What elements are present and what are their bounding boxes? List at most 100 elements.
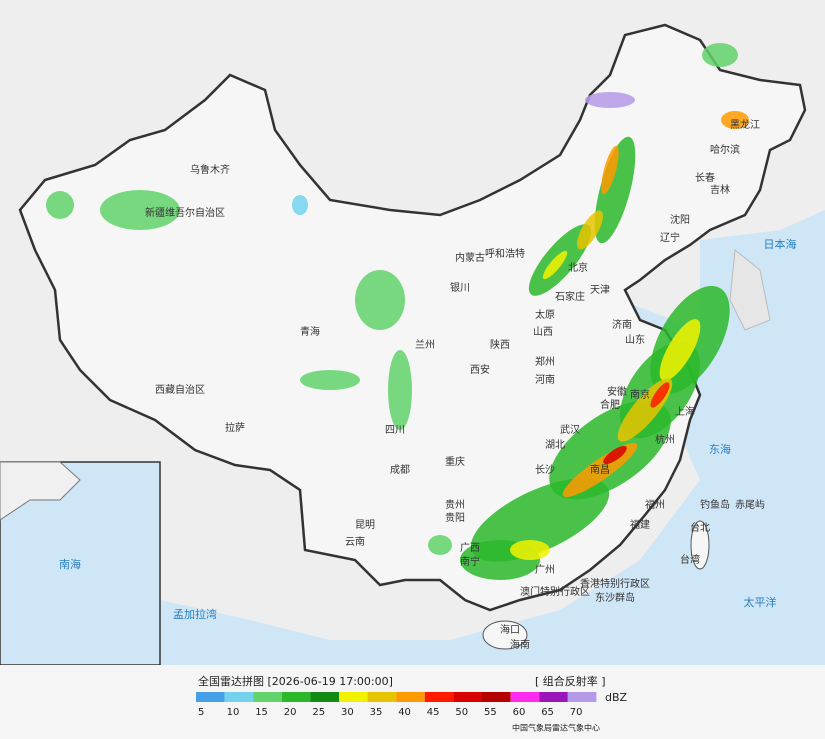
swatch [539, 692, 568, 702]
level-label: 55 [484, 707, 497, 718]
place-label: 太平洋 [744, 595, 777, 609]
place-label: 湖北 [545, 439, 565, 451]
place-label: 哈尔滨 [710, 143, 740, 156]
place-label: 南昌 [590, 463, 610, 476]
level-label: 5 [198, 707, 204, 718]
place-label: 新疆维吾尔自治区 [145, 206, 225, 219]
level-label: 70 [570, 707, 583, 718]
place-label: 澳门特别行政区 [520, 585, 590, 598]
place-label: 台北 [690, 521, 710, 534]
echo [542, 250, 568, 280]
swatch [567, 692, 597, 702]
level-label: 15 [255, 707, 268, 718]
place-label: 银川 [450, 281, 470, 294]
place-label: 黑龙江 [730, 118, 760, 131]
place-label: 赤尾屿 [735, 499, 765, 511]
place-label: 内蒙古 [455, 251, 485, 264]
place-label: 天津 [590, 284, 610, 296]
echo [603, 445, 627, 465]
place-label: 昆明 [355, 519, 375, 531]
place-label: 郑州 [535, 355, 555, 368]
level-label: 20 [284, 707, 297, 718]
place-label: 钓鱼岛 [700, 498, 730, 511]
level-label: 60 [513, 707, 526, 718]
place-label: 重庆 [445, 455, 465, 468]
place-label: 上海 [675, 405, 695, 418]
place-label: 呼和浩特 [485, 248, 525, 260]
echo [388, 350, 412, 430]
place-label: 成都 [390, 464, 410, 476]
level-label: 35 [370, 707, 383, 718]
place-label: 沈阳 [670, 213, 690, 226]
swatch [224, 692, 254, 702]
echo [100, 190, 180, 230]
level-label: 50 [455, 707, 468, 718]
place-label: 山西 [533, 326, 553, 338]
place-label: 海口 [500, 623, 520, 636]
place-label: 济南 [612, 318, 632, 331]
place-label: 太原 [535, 308, 555, 321]
place-label: 四川 [385, 425, 405, 436]
place-label: 拉萨 [225, 421, 245, 434]
radar-echoes [46, 43, 749, 580]
place-label: 北京 [568, 261, 588, 274]
place-label: 长春 [695, 172, 715, 184]
place-label: 东沙群岛 [595, 591, 635, 604]
swatch [510, 692, 540, 702]
swatch [339, 692, 368, 702]
level-label: 10 [227, 707, 240, 718]
echo [585, 92, 635, 108]
place-label: 日本海 [764, 237, 797, 251]
place-label: 贵阳 [445, 511, 465, 524]
swatch [281, 692, 311, 702]
swatch [367, 692, 397, 702]
place-label: 兰州 [415, 338, 435, 351]
echo [650, 382, 670, 408]
place-label: 青海 [300, 325, 320, 338]
place-label: 云南 [345, 535, 365, 548]
place-label: 福建 [630, 518, 650, 531]
place-label: 贵州 [445, 498, 465, 511]
place-label: 孟加拉湾 [173, 607, 217, 621]
place-label: 安徽 [607, 385, 627, 398]
place-label: 东海 [709, 442, 731, 456]
korea [729, 249, 771, 331]
place-label: 海南 [510, 638, 530, 651]
place-label: 香港特别行政区 [580, 577, 650, 590]
echo [300, 370, 360, 390]
place-label: 河南 [535, 373, 555, 386]
place-label: 石家庄 [555, 290, 585, 303]
echo [355, 270, 405, 330]
swatch [253, 692, 282, 702]
level-label: 45 [427, 707, 440, 718]
place-label: 福州 [645, 498, 665, 511]
title: 全国雷达拼图 [2026-06-19 17:00:00] [198, 674, 393, 688]
place-label: 乌鲁木齐 [190, 163, 230, 176]
place-label: 西藏自治区 [155, 383, 205, 396]
place-label: 西安 [470, 363, 490, 376]
echo [510, 540, 550, 560]
swatch [196, 692, 225, 702]
product: [ 组合反射率 ] [535, 674, 606, 688]
place-label: 陕西 [490, 338, 510, 351]
swatch [310, 692, 339, 702]
echo [292, 195, 308, 215]
level-label: 25 [312, 707, 325, 718]
place-label: 广州 [535, 564, 555, 576]
place-label: 杭州 [655, 433, 675, 446]
level-label: 40 [398, 707, 411, 718]
place-label: 南京 [630, 388, 650, 401]
inset-land [0, 461, 81, 521]
level-label: 65 [541, 707, 554, 718]
echo [601, 145, 619, 195]
level-label: 30 [341, 707, 354, 718]
echo [577, 210, 603, 250]
swatch [453, 692, 482, 702]
credit: 中国气象局雷达气象中心 [512, 723, 600, 733]
swatch [424, 692, 454, 702]
hainan [482, 620, 528, 650]
echo [702, 43, 738, 67]
echo [46, 191, 74, 219]
place-label: 合肥 [600, 398, 620, 411]
